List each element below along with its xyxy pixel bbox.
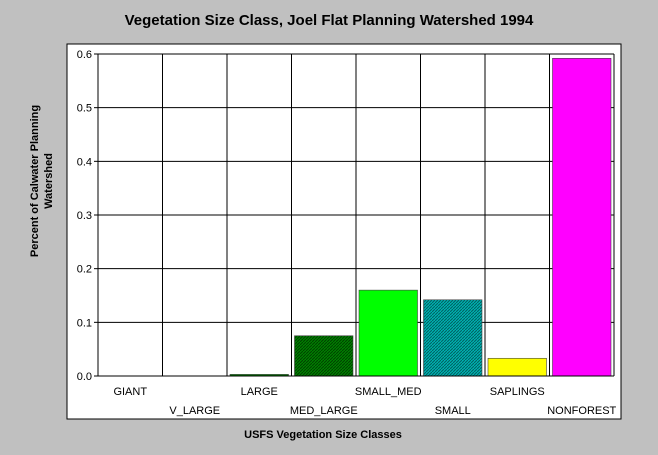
- y-tick-label: 0.6: [77, 49, 92, 61]
- x-tick-label: V_LARGE: [169, 405, 220, 417]
- bar-nonforest: [552, 57, 612, 377]
- y-tick-label: 0.3: [77, 210, 92, 222]
- chart-title: Vegetation Size Class, Joel Flat Plannin…: [124, 12, 534, 29]
- x-tick-label: GIANT: [113, 386, 147, 398]
- y-axis-label-line-1: Percent of Calwater Planning: [29, 104, 41, 258]
- bar-med-large: [294, 335, 354, 377]
- x-tick-label: LARGE: [241, 386, 278, 398]
- tick-labels: 0.0 0.1 0.2 0.3 0.4 0.5 0.6 GIANT V_LARGE LARGE ME…: [77, 49, 617, 417]
- y-tick-label: 0.0: [77, 371, 92, 383]
- y-axis-label-line-2: Watershed: [43, 153, 55, 209]
- bar-saplings: [487, 357, 547, 377]
- bar-small-med: [358, 289, 418, 377]
- x-tick-label: SMALL_MED: [355, 386, 422, 398]
- bar-small: [423, 299, 483, 377]
- x-tick-label: MED_LARGE: [290, 405, 358, 417]
- x-tick-label: SAPLINGS: [490, 386, 545, 398]
- x-tick-label: SMALL: [435, 405, 471, 417]
- y-tick-label: 0.2: [77, 264, 92, 276]
- axes: [94, 53, 614, 377]
- x-tick-label: NONFOREST: [547, 405, 616, 417]
- y-tick-label: 0.4: [77, 156, 92, 168]
- y-tick-label: 0.5: [77, 103, 92, 115]
- bars: [229, 57, 612, 377]
- y-tick-label: 0.1: [77, 317, 92, 329]
- x-axis-label: USFS Vegetation Size Classes: [244, 429, 402, 441]
